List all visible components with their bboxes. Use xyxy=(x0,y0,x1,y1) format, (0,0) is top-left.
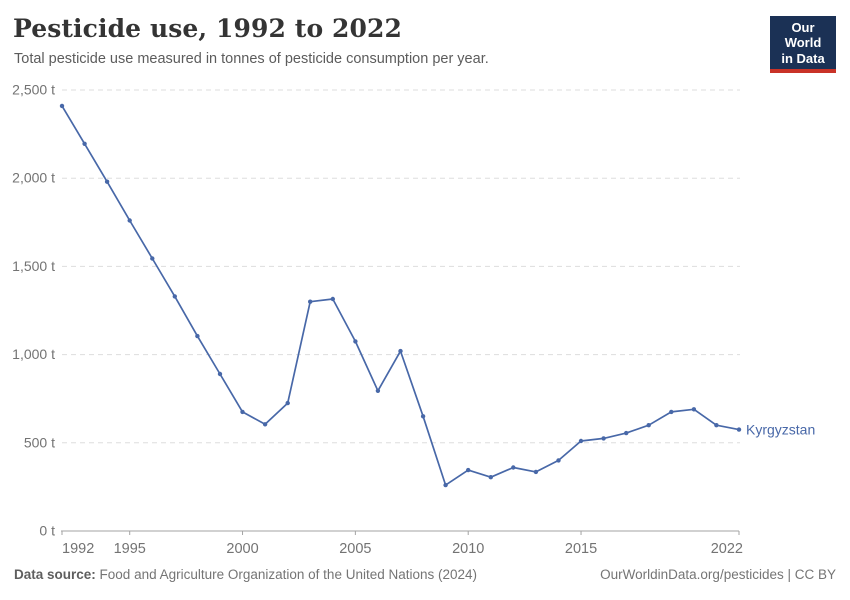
chart-subtitle: Total pesticide use measured in tonnes o… xyxy=(14,51,489,67)
x-tick-label: 2005 xyxy=(339,541,371,557)
y-tick-label: 0 t xyxy=(39,523,55,539)
y-tick-label: 500 t xyxy=(24,434,55,450)
data-point[interactable] xyxy=(150,256,155,261)
data-point[interactable] xyxy=(646,423,651,428)
y-tick-label: 1,000 t xyxy=(12,346,55,362)
data-point[interactable] xyxy=(330,296,335,302)
data-point[interactable] xyxy=(578,438,584,444)
data-point[interactable] xyxy=(556,458,561,463)
chart-footer: Data source: Food and Agriculture Organi… xyxy=(14,567,836,582)
owid-logo-line2: in Data xyxy=(781,50,825,66)
data-source-note: Data source: Food and Agriculture Organi… xyxy=(14,567,477,582)
data-point[interactable] xyxy=(669,409,674,415)
series-line-kyrgyzstan[interactable] xyxy=(61,105,740,486)
data-point[interactable] xyxy=(624,430,629,436)
x-tick-label: 2015 xyxy=(565,541,597,557)
data-point[interactable] xyxy=(104,179,110,184)
data-point[interactable] xyxy=(59,103,65,109)
x-tick-label: 1995 xyxy=(114,541,146,557)
y-tick-label: 2,000 t xyxy=(12,170,55,186)
data-source-text: Food and Agriculture Organization of the… xyxy=(99,567,478,582)
data-point[interactable] xyxy=(420,414,426,419)
data-point[interactable] xyxy=(172,294,177,299)
data-point[interactable] xyxy=(262,422,268,427)
series-label-kyrgyzstan[interactable]: Kyrgyzstan xyxy=(746,422,815,438)
data-point[interactable] xyxy=(533,469,539,475)
data-point[interactable] xyxy=(601,436,606,441)
data-point[interactable] xyxy=(736,427,742,432)
data-point[interactable] xyxy=(285,400,290,406)
data-source-label: Data source: xyxy=(14,567,96,582)
data-point[interactable] xyxy=(511,465,516,470)
data-point[interactable] xyxy=(443,482,448,488)
owid-logo-line1: Our World xyxy=(784,20,822,51)
data-point[interactable] xyxy=(127,218,132,223)
data-point[interactable] xyxy=(195,333,200,339)
data-point[interactable] xyxy=(488,475,493,480)
owid-logo[interactable]: Our World in Data xyxy=(770,16,836,73)
x-tick-label: 2000 xyxy=(226,541,258,557)
x-tick-label: 1992 xyxy=(62,541,94,557)
data-point[interactable] xyxy=(466,467,471,473)
data-point[interactable] xyxy=(398,348,403,354)
y-tick-label: 2,500 t xyxy=(12,82,55,98)
data-point[interactable] xyxy=(691,407,697,412)
data-point[interactable] xyxy=(217,371,223,377)
data-point[interactable] xyxy=(353,339,358,344)
data-point[interactable] xyxy=(82,141,87,146)
x-tick-label: 2022 xyxy=(711,541,743,557)
x-tick-label: 2010 xyxy=(452,541,484,557)
y-tick-label: 1,500 t xyxy=(12,258,55,274)
data-point[interactable] xyxy=(308,299,313,304)
data-point[interactable] xyxy=(714,423,719,428)
page-title: Pesticide use, 1992 to 2022 xyxy=(13,14,403,43)
data-point[interactable] xyxy=(240,409,245,415)
owid-url-link[interactable]: OurWorldinData.org/pesticides | CC BY xyxy=(600,567,836,582)
data-point[interactable] xyxy=(375,388,381,393)
